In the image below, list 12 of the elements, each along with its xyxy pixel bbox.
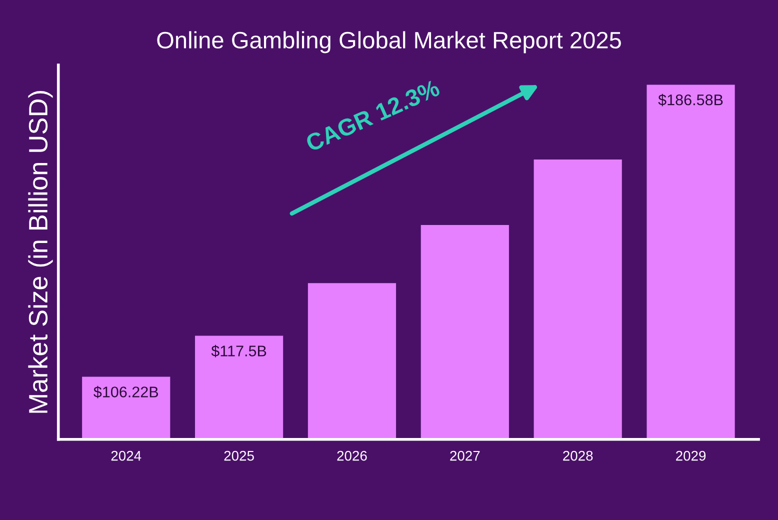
annotation: CAGR 12.3% xyxy=(304,79,441,152)
chart-title: Online Gambling Global Market Report 2025 xyxy=(157,31,621,54)
data-label: $106.22B xyxy=(94,386,158,398)
x-tick-label: 2025 xyxy=(224,450,254,461)
y-axis-title: Market Size (in Billion USD) xyxy=(28,91,53,413)
data-label: $117.5B xyxy=(211,344,266,358)
data-label: $186.58B xyxy=(658,94,723,106)
x-tick-label: 2029 xyxy=(676,450,706,461)
x-tick-label: 2024 xyxy=(111,450,142,461)
x-tick-label: 2027 xyxy=(450,450,480,461)
x-tick-label: 2028 xyxy=(563,450,593,461)
x-tick-label: 2026 xyxy=(337,450,367,461)
